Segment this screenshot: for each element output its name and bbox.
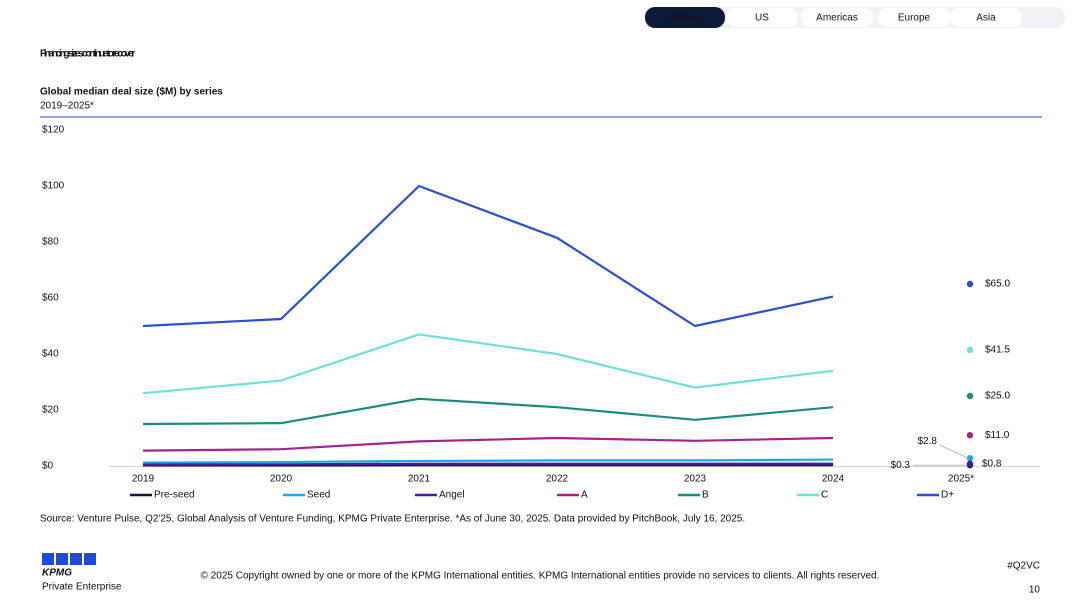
x-tick-label: 2022 [546, 474, 569, 485]
tab-active-bg [645, 7, 725, 28]
slide-title: Financing sizes continue to recover [40, 49, 135, 60]
legend-label: Pre-seed [154, 490, 195, 501]
point-2025 [966, 346, 974, 353]
logo-box [70, 553, 82, 565]
tab-bg[interactable] [726, 8, 798, 27]
tab[interactable]: Americas [816, 13, 858, 24]
y-tick-label: $80 [42, 237, 59, 248]
x-tick-label: 2020 [270, 474, 293, 485]
point-2025 [966, 460, 974, 467]
logo-box [56, 553, 68, 565]
chart-period: 2019–2025* [40, 101, 94, 112]
series-line [142, 333, 834, 395]
tab-bg[interactable] [878, 8, 950, 27]
tabs: Global US Americas Europe Asia [645, 7, 1022, 28]
y-tick-label: $120 [42, 125, 65, 136]
legend-label: A [581, 490, 588, 501]
x-tick-label: 2023 [684, 474, 707, 485]
data-label: $25.0 [985, 391, 1010, 402]
point-2025 [966, 454, 974, 462]
y-tick-label: $0 [42, 461, 54, 472]
data-label: $11.0 [985, 430, 1010, 441]
hashtag: #Q2VC [1007, 561, 1040, 572]
data-label: $0.3 [891, 460, 911, 471]
legend-label: B [702, 490, 709, 501]
logo-text: KPMG [42, 568, 72, 579]
data-label: $0.8 [982, 458, 1002, 469]
logo-box [42, 553, 54, 565]
legend-label: C [821, 490, 828, 501]
y-tick-label: $100 [42, 181, 65, 192]
logo-box [84, 553, 96, 565]
x-tick-label: 2019 [132, 474, 155, 485]
point-2025 [966, 432, 974, 439]
logo-subtext: Private Enterprise [42, 582, 122, 593]
legend-label: Seed [307, 490, 330, 501]
tab[interactable]: Europe [898, 13, 931, 24]
copyright: © 2025 Copyright owned by one or more of… [201, 571, 880, 582]
page-number: 10 [1029, 585, 1041, 596]
x-tick-label: 2024 [822, 474, 845, 485]
x-tick-label: 2025* [948, 474, 974, 485]
source-note: Source: Venture Pulse, Q2'25, Global Ana… [40, 514, 745, 525]
y-tick-label: $20 [42, 405, 59, 416]
tab-bg[interactable] [950, 8, 1022, 27]
y-tick-label: $40 [42, 349, 59, 360]
series-line [142, 458, 834, 464]
series-line [142, 462, 833, 466]
tab[interactable]: US [755, 13, 769, 24]
data-label: $2.8 [918, 436, 938, 447]
tab[interactable]: Global [668, 13, 699, 24]
data-label: $65.0 [985, 279, 1010, 290]
x-tick-label: 2021 [408, 474, 431, 485]
tab[interactable]: Asia [976, 13, 996, 24]
series-line [142, 184, 834, 328]
chart-subtitle: Global median deal size ($M) by series [40, 87, 223, 98]
data-label: $41.5 [985, 344, 1010, 355]
logo: KPMG Private Enterprise [42, 553, 122, 593]
point-2025 [966, 280, 974, 288]
tab-bg[interactable] [801, 8, 873, 27]
leader-line [939, 444, 969, 459]
legend-label: Angel [439, 490, 465, 501]
series-line [142, 436, 834, 452]
plot: $0 $20 $40 $60 $80 $100 $120 2019 2020 2021 2022 20… [42, 125, 1040, 501]
y-tick-label: $60 [42, 293, 59, 304]
series-line [142, 397, 834, 426]
legend-label: D+ [941, 490, 954, 501]
point-2025 [966, 392, 974, 400]
